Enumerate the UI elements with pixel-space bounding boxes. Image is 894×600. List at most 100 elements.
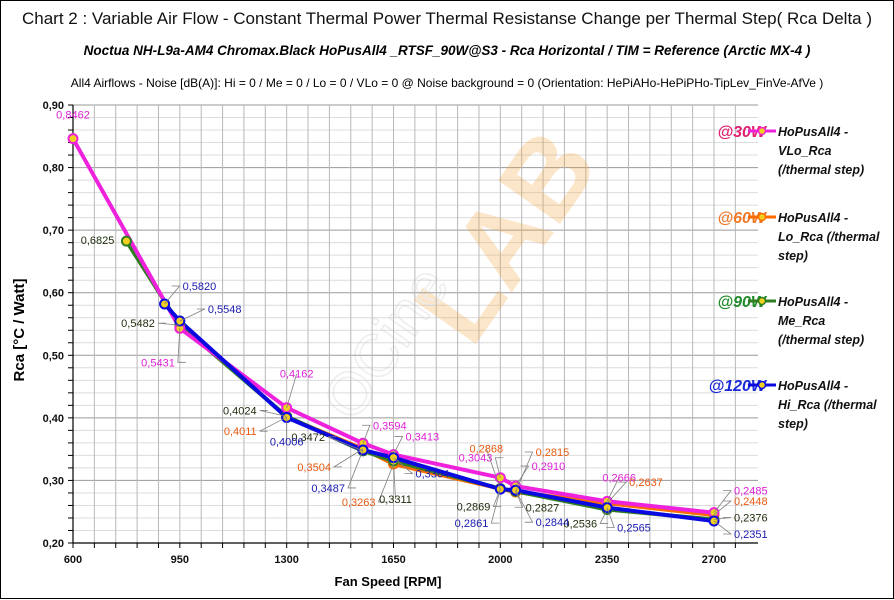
data-label: 0,2351 [734,529,768,541]
legend-power-label: @60W [718,210,768,227]
legend-power-label: @90W [718,294,768,311]
data-label: 0,8462 [56,110,90,122]
leader-line [514,491,524,508]
x-axis-title: Fan Speed [RPM] [335,574,442,589]
legend-entry-text: (/thermal step) [778,333,864,347]
legend-entry-text: Lo_Rca (/thermal [778,230,880,244]
leader-line [515,490,534,523]
grid [72,104,758,544]
axes: 0,20 0,30 0,40 0,50 0,60 0,70 0,80 0,90 600 950 13… [43,100,758,566]
y-tick-label: 0,90 [43,100,64,112]
data-label: 0,3504 [297,462,331,474]
leader-line [393,457,414,475]
data-label: 0,2869 [457,502,491,514]
y-tick-label: 0,80 [43,163,64,175]
leader-line [485,448,501,489]
legend-entry-text: HoPusAll4 - [778,125,848,139]
leader-line [259,409,287,417]
legend-point-marker [757,380,767,390]
data-label: 0,4011 [224,426,257,438]
legend-entry-text: HoPusAll4 - [778,211,848,225]
x-tick-label: 2000 [488,554,512,566]
leader-line [286,373,298,408]
watermark: LAB OCine [308,108,621,432]
legend-entry-text: Me_Rca [778,314,825,328]
data-label: 0,2815 [536,447,570,459]
x-tick-label: 1300 [274,554,298,566]
data-label: 0,3043 [459,453,493,465]
y-tick-label: 0,20 [43,538,64,550]
leader-line [494,457,504,478]
leader-line [515,465,530,487]
leader-line [164,285,181,305]
data-label: 0,3472 [291,432,325,444]
data-label: 0,2827 [526,502,560,514]
data-label: 0,3263 [342,497,376,509]
data-label: 0,2910 [532,461,566,473]
leader-line [177,328,186,363]
data-point [120,235,132,247]
leader-line [332,448,364,468]
leader-line [259,416,287,432]
legend-entry-text: VLo_Rca [778,144,832,158]
leader-line [361,424,371,444]
legend-point-marker [757,126,767,136]
data-label: 0,2868 [470,444,504,456]
y-axis-title: Rca [°C / Watt] [11,279,28,382]
data-label: 0,3311 [379,494,412,506]
leader-line [327,436,364,452]
data-label: 0,2485 [734,486,768,498]
y-tick-label: 0,60 [43,288,64,300]
y-tick-label: 0,50 [43,350,64,362]
leader-line [393,436,404,455]
leader-line [515,451,534,493]
x-tick-label: 600 [64,554,82,566]
chart-title: Chart 2 : Variable Air Flow - Constant T… [21,9,873,28]
legend-entry-text: (/thermal step) [778,163,864,177]
leader-line [492,488,502,508]
chart-subtitle: Noctua NH-L9a-AM4 Chromax.Black HoPusAll… [83,43,811,58]
data-label: 0,6825 [81,235,115,247]
x-tick-label: 2700 [702,554,726,566]
data-label: 0,5431 [141,357,175,369]
leader-line [606,507,615,529]
data-label: 0,4024 [223,405,257,417]
data-label: 0,2844 [536,517,570,529]
legend-point-marker [757,296,767,306]
legend: @30W HoPusAll4 - VLo_Rca (/thermal step) @60… [709,124,880,431]
leader-line [179,308,206,322]
data-label: 0,2448 [734,496,768,508]
data-label: 0,4006 [270,436,304,448]
y-tick-label: 0,70 [43,225,64,237]
leader-line [606,477,620,502]
data-label: 0,3413 [406,432,440,444]
data-label: 0,5482 [121,318,155,330]
leader-line [713,500,733,516]
data-label: 0,2536 [564,518,598,530]
legend-power-label: @30W [718,124,768,141]
leader-line [347,449,364,489]
leader-line [713,490,732,513]
x-tick-label: 2350 [595,554,619,566]
legend-entry-text: Hi_Rca (/thermal [778,398,877,412]
y-tick-label: 0,40 [43,413,64,425]
data-label: 0,2666 [602,472,636,484]
leader-line [599,509,609,524]
data-label: 0,3364 [416,469,450,481]
data-label: 0,2637 [629,477,663,489]
leader-line [393,460,396,499]
data-point [67,133,79,145]
legend-power-label: @120W [709,378,768,395]
leader-line [157,322,180,326]
data-label: 0,4162 [280,369,314,381]
data-label: 0,2861 [455,518,489,530]
data-label: 0,3594 [373,420,407,432]
data-label: 0,3487 [311,483,345,495]
legend-point-marker [757,212,767,222]
data-label: 0,5820 [183,281,217,293]
legend-entry-text: step) [778,417,808,431]
x-tick-label: 950 [171,554,189,566]
chart-note: All4 Airflows - Noise [dB(A)]: Hi = 0 / … [70,76,824,90]
